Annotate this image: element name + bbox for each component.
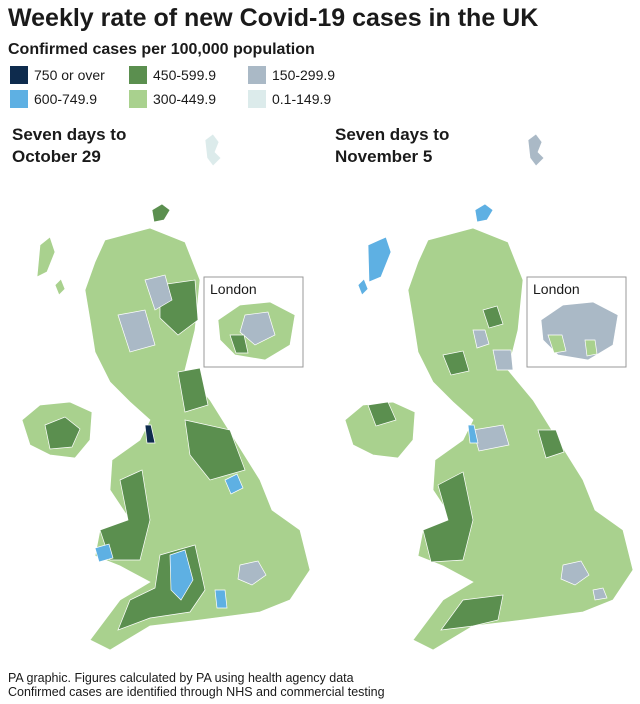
map-caption: Seven days to: [335, 125, 449, 144]
legend-label: 0.1-149.9: [272, 91, 331, 107]
legend-label: 600-749.9: [34, 91, 97, 107]
london-patch: [229, 334, 249, 354]
region-patch: [44, 416, 81, 450]
inset-label: London: [210, 281, 257, 297]
shetland: [204, 133, 222, 167]
region-patch: [94, 473, 244, 609]
legend-swatch: [248, 66, 266, 84]
hebrides: [357, 236, 392, 296]
orkney: [474, 203, 494, 223]
region-patch: [184, 419, 246, 481]
region-patch: [422, 471, 474, 563]
inset-label: London: [533, 281, 580, 297]
legend-label: 450-599.9: [153, 67, 216, 83]
region-patch: [237, 560, 267, 586]
map-caption: November 5: [335, 147, 432, 166]
map-caption: October 29: [12, 147, 101, 166]
region-patch: [472, 329, 514, 452]
legend-swatch: [10, 66, 28, 84]
legend-label: 750 or over: [34, 67, 105, 83]
subtitle: Confirmed cases per 100,000 population: [8, 41, 315, 58]
map: Seven days to October 29 London: [12, 125, 311, 651]
london-patch: [547, 334, 598, 357]
legend-label: 300-449.9: [153, 91, 216, 107]
shetland: [527, 133, 545, 167]
region-patch: [99, 469, 151, 561]
orkney: [151, 203, 171, 223]
footer-line: PA graphic. Figures calculated by PA usi…: [8, 671, 354, 685]
legend-swatch: [248, 90, 266, 108]
region-patch: [440, 594, 504, 631]
legend-swatch: [10, 90, 28, 108]
region-patch: [169, 549, 194, 601]
title: Weekly rate of new Covid-19 cases in the…: [8, 4, 538, 32]
region-patch: [537, 429, 565, 459]
hebrides: [36, 236, 66, 296]
legend: 750 or over 600-749.9 450-599.9 300-449.9 15…: [10, 66, 335, 108]
map-caption: Seven days to: [12, 125, 126, 144]
region-patch: [560, 560, 608, 601]
legend-swatch: [129, 66, 147, 84]
region-patch: [117, 274, 173, 353]
region-patch: [467, 424, 479, 444]
region-patch: [144, 424, 156, 444]
legend-swatch: [129, 90, 147, 108]
footer-line: Confirmed cases are identified through N…: [8, 685, 385, 699]
region-patch: [177, 367, 209, 413]
region-patch: [367, 401, 397, 427]
region-patch: [442, 305, 504, 376]
map: Seven days to November 5 London: [335, 125, 634, 651]
legend-label: 150-299.9: [272, 67, 335, 83]
london-patch: [239, 311, 276, 346]
